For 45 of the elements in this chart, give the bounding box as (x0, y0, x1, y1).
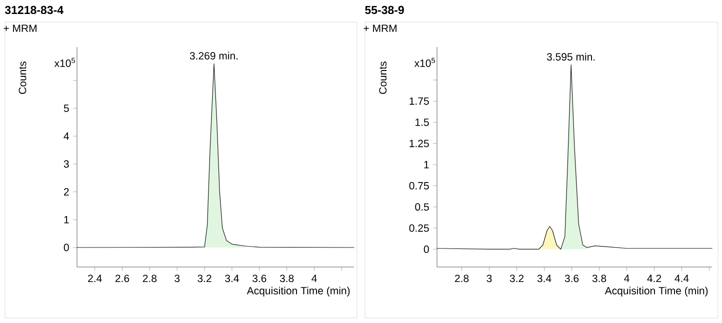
x-tick-label: 4.2 (647, 274, 662, 282)
y-tick-label: 3 (64, 160, 69, 168)
y-tick-label: 5 (64, 104, 69, 112)
y-tick-label: 1 (424, 161, 429, 168)
y-tick-label: 0 (424, 246, 429, 253)
x-tick-label: 4.4 (674, 274, 689, 282)
x-tick-label: 3 (486, 274, 492, 282)
y-tick-label: 2 (64, 188, 69, 196)
line-series (76, 63, 354, 248)
y-tick-label: 1.25 (410, 140, 429, 148)
y-tick-label: 1.5 (416, 118, 429, 126)
x-tick-label: 3.2 (510, 274, 524, 282)
y-tick-label: 4 (64, 132, 69, 140)
annotation: 3.595 min. (546, 52, 595, 61)
text: + MRM (4, 24, 36, 32)
x-tick-label: 4 (624, 274, 630, 282)
text: x10$^{5}$ (414, 58, 436, 67)
x-tick-label: 4 (312, 274, 317, 282)
x-tick-label: 3.8 (592, 274, 606, 282)
y-tick-label: 1.75 (410, 97, 429, 105)
x-tick-label: 3.4 (225, 274, 239, 282)
x-tick-label: 3.8 (280, 274, 294, 282)
x-axis-title: Acquisition Time (min) (246, 286, 350, 296)
text: + MRM (364, 24, 396, 32)
x-tick-label: 2.6 (115, 274, 130, 282)
y-tick-label: 0 (64, 244, 69, 252)
x-tick-label: 2.4 (88, 274, 102, 282)
x-tick-label: 2.8 (454, 274, 469, 282)
y-tick-label: 0.25 (409, 224, 429, 232)
x-tick-label: 3.6 (252, 274, 266, 282)
chart-title: 31218-83-4 (4, 6, 64, 14)
x-tick-label: 3.4 (537, 274, 552, 282)
x-axis-title: Acquisition Time (min) (604, 286, 708, 296)
y-tick-label: 1 (64, 216, 69, 224)
x-tick-label: 3.2 (198, 274, 212, 282)
x-tick-label: 2.8 (142, 274, 157, 282)
y-axis-title: Counts (379, 62, 387, 94)
annotation: 3.269 min. (190, 52, 238, 60)
y-tick-label: 0.5 (415, 203, 429, 211)
text: x10$^{5}$ (54, 58, 75, 67)
chart-title: 55-38-9 (365, 6, 404, 14)
y-axis-title: Counts (18, 62, 26, 94)
y-tick-label: 0.75 (409, 182, 429, 190)
x-tick-label: 3 (174, 274, 180, 282)
x-tick-label: 3.6 (564, 274, 579, 282)
